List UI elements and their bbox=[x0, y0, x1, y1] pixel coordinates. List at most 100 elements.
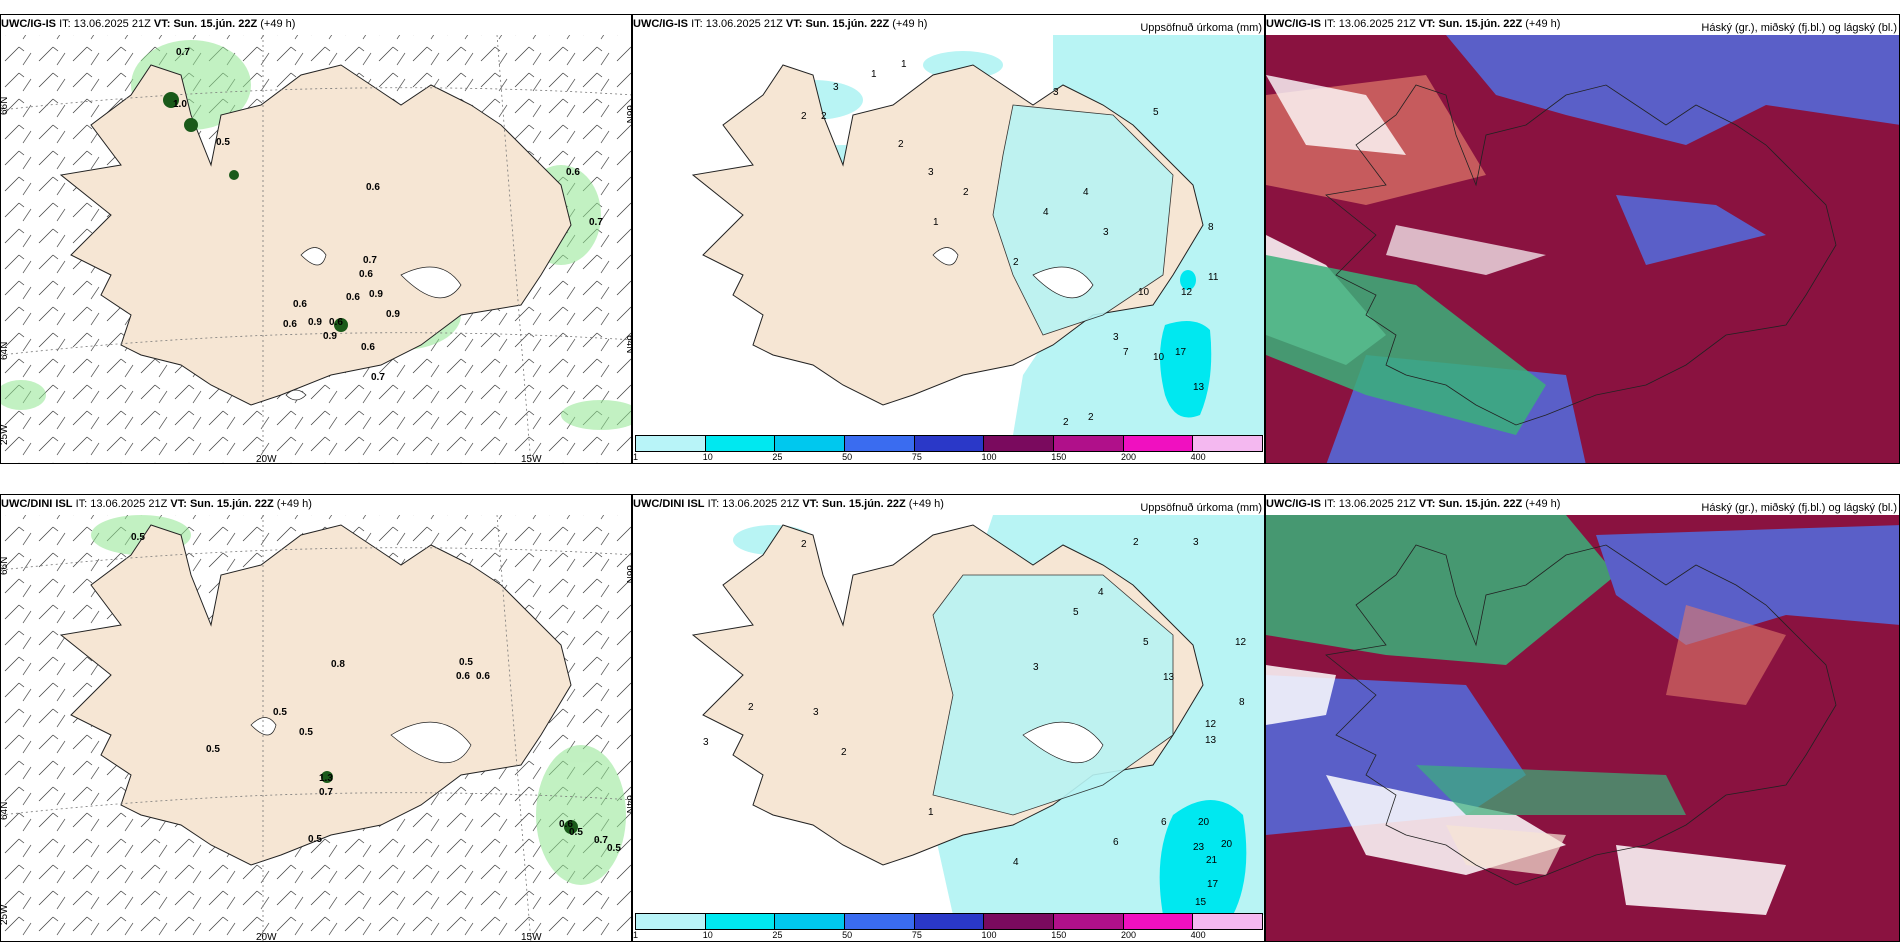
colorbar-ticks: 1 10 25 50 75 100 150 200 400 bbox=[633, 452, 1206, 462]
svg-text:0.5: 0.5 bbox=[299, 727, 313, 738]
svg-text:2: 2 bbox=[841, 747, 847, 758]
svg-text:1: 1 bbox=[871, 69, 877, 80]
svg-text:66N: 66N bbox=[624, 105, 632, 123]
svg-text:0.9: 0.9 bbox=[369, 289, 383, 300]
svg-text:7: 7 bbox=[1123, 347, 1129, 358]
panel-dini-precip: UWC/DINI ISL IT: 13.06.2025 21Z VT: Sun.… bbox=[632, 494, 1265, 942]
svg-text:0.5: 0.5 bbox=[273, 707, 287, 718]
panel-ig-cloud: UWC/IG-IS IT: 13.06.2025 21Z VT: Sun. 15… bbox=[1265, 14, 1900, 464]
svg-text:5: 5 bbox=[1153, 107, 1159, 118]
gust-labels: 0.5 0.8 0.5 0.6 0.6 0.5 0.5 0.5 1.3 0.7 … bbox=[131, 532, 621, 854]
svg-text:2: 2 bbox=[898, 139, 904, 150]
svg-text:1: 1 bbox=[933, 217, 939, 228]
wind-map: 0.5 0.8 0.5 0.6 0.6 0.5 0.5 0.5 1.3 0.7 … bbox=[1, 514, 631, 942]
svg-text:0.5: 0.5 bbox=[216, 137, 230, 148]
svg-text:3: 3 bbox=[1103, 227, 1109, 238]
svg-text:2: 2 bbox=[1013, 257, 1019, 268]
svg-text:15: 15 bbox=[1195, 897, 1207, 908]
panel-ig-wind: UWC/IG-IS IT: 13.06.2025 21Z VT: Sun. 15… bbox=[0, 14, 632, 464]
svg-text:2: 2 bbox=[1088, 412, 1094, 423]
svg-text:2: 2 bbox=[748, 702, 754, 713]
colorbar-ticks: 1 10 25 50 75 100 150 200 400 bbox=[633, 930, 1206, 940]
svg-text:8: 8 bbox=[1208, 222, 1214, 233]
svg-text:5: 5 bbox=[1143, 637, 1149, 648]
svg-text:3: 3 bbox=[1193, 537, 1199, 548]
panel-dini-wind: UWC/DINI ISL IT: 13.06.2025 21Z VT: Sun.… bbox=[0, 494, 632, 942]
svg-text:2: 2 bbox=[1063, 417, 1069, 428]
svg-text:8: 8 bbox=[1239, 697, 1245, 708]
svg-text:0.6: 0.6 bbox=[361, 342, 375, 353]
svg-text:4: 4 bbox=[1083, 187, 1089, 198]
precip-map: 1 1 3 2 2 2 3 3 2 4 4 1 2 3 10 8 12 11 1… bbox=[691, 35, 1264, 435]
iceland-land bbox=[59, 64, 572, 406]
svg-text:2: 2 bbox=[821, 111, 827, 122]
svg-text:10: 10 bbox=[1138, 287, 1150, 298]
svg-text:0.6: 0.6 bbox=[476, 671, 490, 682]
svg-text:3: 3 bbox=[833, 82, 839, 93]
svg-text:0.6: 0.6 bbox=[566, 167, 580, 178]
svg-text:1.3: 1.3 bbox=[319, 773, 333, 784]
svg-text:0.7: 0.7 bbox=[594, 835, 608, 846]
svg-text:1: 1 bbox=[928, 807, 934, 818]
svg-text:20: 20 bbox=[1221, 839, 1233, 850]
svg-text:10: 10 bbox=[1153, 352, 1165, 363]
svg-text:21: 21 bbox=[1206, 855, 1218, 866]
panel-title: UWC/IG-IS IT: 13.06.2025 21Z VT: Sun. 15… bbox=[633, 18, 928, 30]
svg-text:13: 13 bbox=[1193, 382, 1205, 393]
svg-text:0.7: 0.7 bbox=[589, 217, 603, 228]
svg-text:4: 4 bbox=[1043, 207, 1049, 218]
svg-text:1: 1 bbox=[901, 59, 907, 70]
svg-text:0.5: 0.5 bbox=[131, 532, 145, 543]
svg-text:0.6: 0.6 bbox=[283, 319, 297, 330]
svg-text:3: 3 bbox=[1113, 332, 1119, 343]
svg-text:2: 2 bbox=[963, 187, 969, 198]
graticule bbox=[1, 34, 631, 463]
svg-text:20: 20 bbox=[1198, 817, 1210, 828]
gust-labels: 0.7 1.0 0.5 0.6 0.6 0.7 0.7 0.6 0.6 0.6 … bbox=[173, 47, 603, 383]
svg-text:3: 3 bbox=[928, 167, 934, 178]
svg-text:3: 3 bbox=[703, 737, 709, 748]
svg-text:0.9: 0.9 bbox=[308, 317, 322, 328]
svg-text:23: 23 bbox=[1193, 842, 1205, 853]
svg-text:0.7: 0.7 bbox=[371, 372, 385, 383]
precip-heavy bbox=[1160, 270, 1212, 418]
panel-title: UWC/DINI ISL IT: 13.06.2025 21Z VT: Sun.… bbox=[633, 498, 944, 510]
cloud-title: Háský (gr.), miðský (fj.bl.) og lágský (… bbox=[1701, 502, 1897, 514]
svg-text:0.5: 0.5 bbox=[206, 744, 220, 755]
svg-text:12: 12 bbox=[1205, 719, 1217, 730]
svg-text:25W: 25W bbox=[1, 904, 10, 925]
precip-title: Uppsöfnuð úrkoma (mm) bbox=[1140, 502, 1262, 514]
svg-text:15W: 15W bbox=[521, 454, 542, 464]
svg-text:6: 6 bbox=[1113, 837, 1119, 848]
cloud-map bbox=[1266, 35, 1899, 463]
svg-text:20W: 20W bbox=[256, 454, 277, 464]
svg-text:17: 17 bbox=[1207, 879, 1219, 890]
svg-text:3: 3 bbox=[1053, 87, 1059, 98]
svg-text:25W: 25W bbox=[1, 424, 10, 445]
svg-text:6: 6 bbox=[1161, 817, 1167, 828]
svg-text:0.5: 0.5 bbox=[569, 827, 583, 838]
svg-text:3: 3 bbox=[813, 707, 819, 718]
panel-title: UWC/IG-IS IT: 13.06.2025 21Z VT: Sun. 15… bbox=[1266, 498, 1561, 510]
svg-text:20W: 20W bbox=[256, 932, 277, 942]
svg-text:17: 17 bbox=[1175, 347, 1187, 358]
svg-text:0.6: 0.6 bbox=[559, 819, 573, 830]
svg-text:12: 12 bbox=[1235, 637, 1247, 648]
svg-text:0.5: 0.5 bbox=[308, 834, 322, 845]
svg-text:2: 2 bbox=[801, 111, 807, 122]
svg-text:3: 3 bbox=[1033, 662, 1039, 673]
colorbar bbox=[635, 435, 1263, 452]
gust-markers bbox=[163, 92, 348, 332]
precip-title: Uppsöfnuð úrkoma (mm) bbox=[1140, 22, 1262, 34]
svg-text:0.6: 0.6 bbox=[456, 671, 470, 682]
svg-text:64N: 64N bbox=[624, 335, 632, 353]
cloud-map bbox=[1266, 515, 1899, 941]
svg-text:1.0: 1.0 bbox=[173, 99, 187, 110]
svg-text:0.6: 0.6 bbox=[293, 299, 307, 310]
svg-text:0.8: 0.8 bbox=[331, 659, 345, 670]
svg-text:64N: 64N bbox=[1, 342, 10, 360]
svg-text:0.6: 0.6 bbox=[346, 292, 360, 303]
svg-text:0.9: 0.9 bbox=[323, 331, 337, 342]
svg-text:13: 13 bbox=[1205, 735, 1217, 746]
panel-title: UWC/DINI ISL IT: 13.06.2025 21Z VT: Sun.… bbox=[1, 498, 312, 510]
